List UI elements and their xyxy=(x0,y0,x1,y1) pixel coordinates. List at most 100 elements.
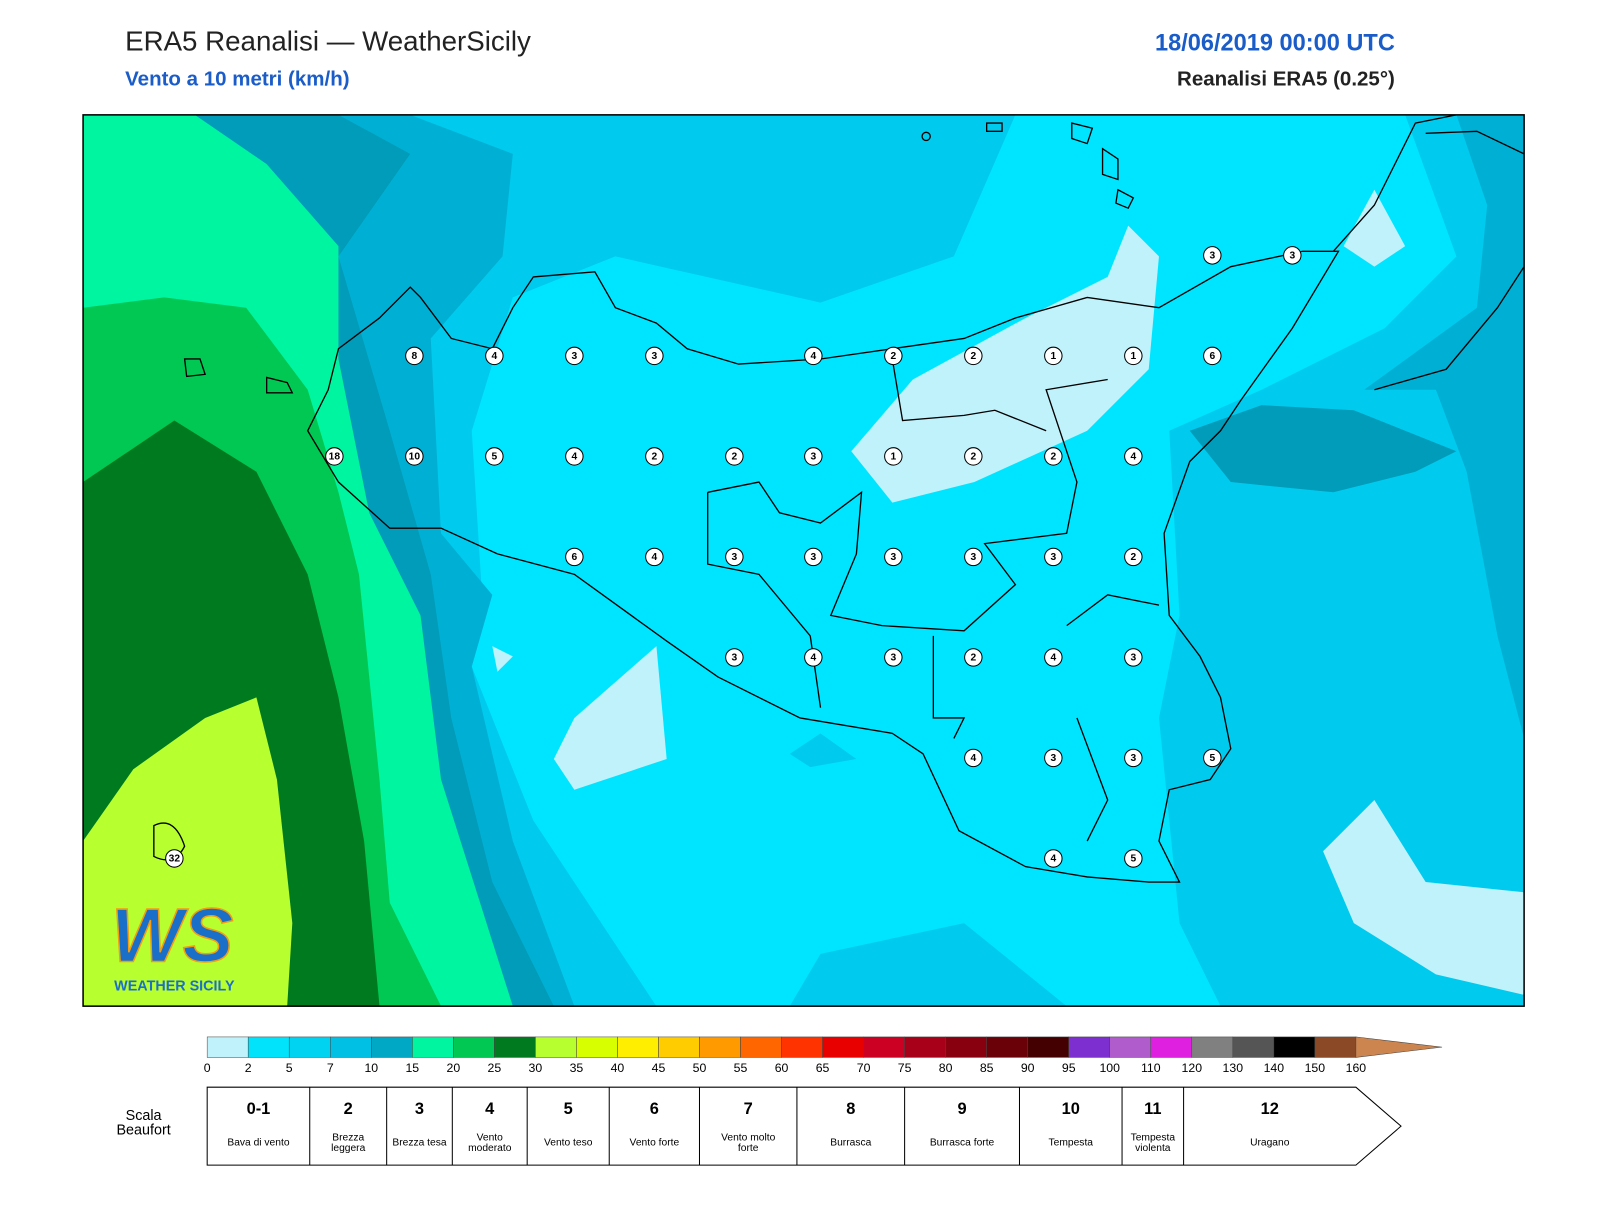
station-value: 3 xyxy=(1130,653,1136,664)
station-value: 4 xyxy=(1050,854,1056,865)
colorbar-tick-label: 25 xyxy=(488,1061,502,1075)
station-marker xyxy=(485,346,504,366)
station-value: 2 xyxy=(1050,452,1056,463)
station-value: 3 xyxy=(1050,552,1056,563)
colorbar-tick-label: 75 xyxy=(898,1061,912,1075)
colorbar-tick-label: 90 xyxy=(1021,1061,1035,1075)
colorbar-tick-label: 100 xyxy=(1099,1061,1120,1075)
colorbar-tick-label: 55 xyxy=(734,1061,748,1075)
beaufort-frame xyxy=(206,1086,1402,1166)
colorbar-tick-label: 110 xyxy=(1141,1061,1161,1075)
beaufort-name: Tempesta xyxy=(1038,1128,1104,1159)
station-marker xyxy=(964,447,983,466)
beaufort-name: Burrasca forte xyxy=(929,1128,995,1159)
colorbar-segment xyxy=(576,1036,618,1058)
station-value: 4 xyxy=(652,552,658,563)
station-marker xyxy=(405,346,424,366)
beaufort-name-text: Uragano xyxy=(1250,1137,1290,1149)
station-value: 3 xyxy=(652,351,658,362)
colorbar-tick-label: 2 xyxy=(245,1061,252,1075)
colorbar-segment xyxy=(206,1036,249,1058)
colorbar-segment xyxy=(986,1036,1028,1058)
beaufort-force: 3 xyxy=(415,1100,424,1118)
colorbar-segment xyxy=(288,1036,331,1058)
station-marker xyxy=(1283,246,1302,265)
colorbar-tick-label: 60 xyxy=(775,1061,789,1075)
colorbar-tick-label: 50 xyxy=(693,1061,707,1075)
coastline xyxy=(153,114,1525,883)
station-value: 6 xyxy=(1209,351,1215,362)
beaufort-name-text: Vento moderato xyxy=(468,1132,512,1154)
colorbar-tick-label: 130 xyxy=(1223,1061,1244,1075)
colorbar-segment xyxy=(863,1036,905,1058)
colorbar-tick-label: 45 xyxy=(652,1061,666,1075)
beaufort-force: 6 xyxy=(650,1100,659,1118)
beaufort-name-box: Burrasca xyxy=(830,1137,872,1149)
beaufort-force: 10 xyxy=(1062,1100,1080,1118)
station-value: 18 xyxy=(329,452,341,463)
colorbar-tick-label: 65 xyxy=(816,1061,830,1075)
station-value: 1 xyxy=(890,452,896,463)
beaufort-name: Vento moderato xyxy=(457,1128,523,1159)
beaufort-name: Brezza tesa xyxy=(389,1128,451,1159)
beaufort-name-text: Bava di vento xyxy=(227,1137,290,1149)
beaufort-name: Vento forte xyxy=(622,1128,688,1159)
station-marker xyxy=(964,648,983,667)
station-marker xyxy=(804,447,823,466)
colorbar-segment xyxy=(781,1036,823,1058)
station-value: 4 xyxy=(970,753,976,764)
beaufort-name-box: Tempesta violenta xyxy=(1124,1128,1181,1159)
colorbar-segment xyxy=(371,1036,413,1058)
colorbar-segment xyxy=(1232,1036,1275,1058)
colorbar-tick-label: 35 xyxy=(570,1061,584,1075)
beaufort-name-box: Uragano xyxy=(1250,1137,1290,1149)
station-marker xyxy=(1124,748,1143,768)
date: 18/06/2019 00:00 UTC xyxy=(1155,29,1395,55)
station-marker xyxy=(725,648,744,667)
station-value: 3 xyxy=(810,552,816,563)
station-value: 3 xyxy=(810,452,816,463)
station-value: 3 xyxy=(572,351,578,362)
station-value: 2 xyxy=(970,452,976,463)
beaufort-scale: Scala Beaufort 0-1 Bava di vento 2 Brezza l… xyxy=(116,1086,1402,1166)
colorbar-segment xyxy=(822,1036,864,1058)
colorbar-segment xyxy=(1273,1036,1316,1058)
station-value: 10 xyxy=(409,452,421,463)
station-marker xyxy=(1044,748,1063,768)
station-marker xyxy=(645,547,664,567)
beaufort-name-text: Brezza tesa xyxy=(392,1137,447,1149)
station-marker xyxy=(1124,346,1143,366)
station-value: 3 xyxy=(970,552,976,563)
colorbar-segment xyxy=(453,1036,495,1058)
station-marker xyxy=(565,346,584,366)
station-marker xyxy=(884,648,903,667)
station-value: 5 xyxy=(492,452,498,463)
colorbar-tick-label: 20 xyxy=(446,1061,460,1075)
station-value: 32 xyxy=(169,854,181,865)
beaufort-name-text: Burrasca forte xyxy=(929,1137,995,1149)
beaufort-name-text: Burrasca xyxy=(830,1137,872,1149)
colorbar-segment xyxy=(1191,1036,1234,1058)
beaufort-label-box: Scala Beaufort xyxy=(116,1108,170,1137)
wind-field xyxy=(83,114,1525,1007)
beaufort-force: 9 xyxy=(957,1100,966,1118)
station-value: 4 xyxy=(572,452,578,463)
colorbar-tick-label: 30 xyxy=(529,1061,543,1075)
station-value: 3 xyxy=(732,552,738,563)
station-value: 5 xyxy=(1130,854,1136,865)
station-value: 4 xyxy=(810,653,816,664)
colorbar-tick-label: 0 xyxy=(204,1061,211,1075)
station-marker xyxy=(964,748,983,768)
beaufort-force: 4 xyxy=(485,1100,495,1118)
station-marker xyxy=(165,849,184,868)
beaufort-name: Vento teso xyxy=(535,1128,601,1159)
station-marker xyxy=(1203,246,1222,265)
beaufort-name: Tempesta violenta xyxy=(1124,1128,1181,1159)
colorbar-segment xyxy=(1109,1036,1152,1058)
station-marker xyxy=(325,447,344,466)
colorbar-tick-label: 7 xyxy=(327,1061,334,1075)
logo-mark: WS xyxy=(111,894,233,979)
station-value: 2 xyxy=(652,452,658,463)
colorbar-segment xyxy=(535,1036,577,1058)
